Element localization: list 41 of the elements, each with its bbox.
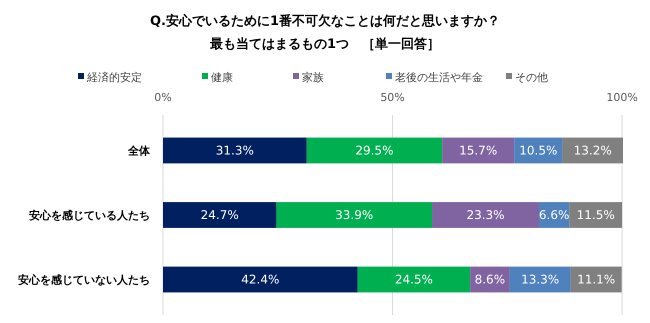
bar <box>163 266 358 292</box>
legend-label: 経済的安定 <box>86 70 142 84</box>
data-label: 24.5% <box>394 272 433 287</box>
data-label: 33.9% <box>335 208 374 222</box>
data-label: 23.3% <box>466 208 505 222</box>
data-label: 31.3% <box>216 144 254 158</box>
bar <box>570 266 622 292</box>
x-tick-label: 100% <box>606 91 638 104</box>
x-tick-label: 0% <box>154 91 172 104</box>
data-label: 29.5% <box>355 144 394 158</box>
bar <box>276 202 432 228</box>
chart-title: Q.安心でいるために1番不可欠なことは何だと思いますか？ <box>150 13 500 29</box>
legend-label: 老後の生活や年金 <box>395 70 483 84</box>
legend-label: 家族 <box>302 70 324 84</box>
bar <box>510 266 571 292</box>
bar <box>163 202 276 228</box>
data-label: 8.6% <box>474 272 506 287</box>
data-label: 42.4% <box>241 272 280 287</box>
bar <box>442 138 514 164</box>
x-tick-label: 50% <box>380 91 405 104</box>
data-label: 11.1% <box>577 272 616 287</box>
bar <box>432 202 539 228</box>
data-label: 13.3% <box>521 272 560 287</box>
y-tick-label: 安心を感じている人たち <box>29 208 150 222</box>
chart-subtitle: 最も当てはまるもの1つ ［単一回答］ <box>208 37 440 52</box>
bar <box>358 266 470 292</box>
data-label: 11.5% <box>576 208 615 222</box>
bar <box>306 138 442 164</box>
data-label: 13.2% <box>574 144 612 158</box>
data-label: 10.5% <box>519 144 558 158</box>
data-label: 15.7% <box>459 144 498 158</box>
bar <box>514 138 562 164</box>
legend-label: 健康 <box>211 70 233 84</box>
y-tick-label: 安心を感じていない人たち <box>18 273 150 286</box>
data-label: 24.7% <box>200 208 239 222</box>
bar <box>562 138 623 164</box>
y-tick-label: 全体 <box>127 144 151 158</box>
bar <box>163 138 307 164</box>
bar <box>569 202 622 228</box>
legend-label: その他 <box>515 70 548 84</box>
data-label: 6.6% <box>538 208 570 222</box>
